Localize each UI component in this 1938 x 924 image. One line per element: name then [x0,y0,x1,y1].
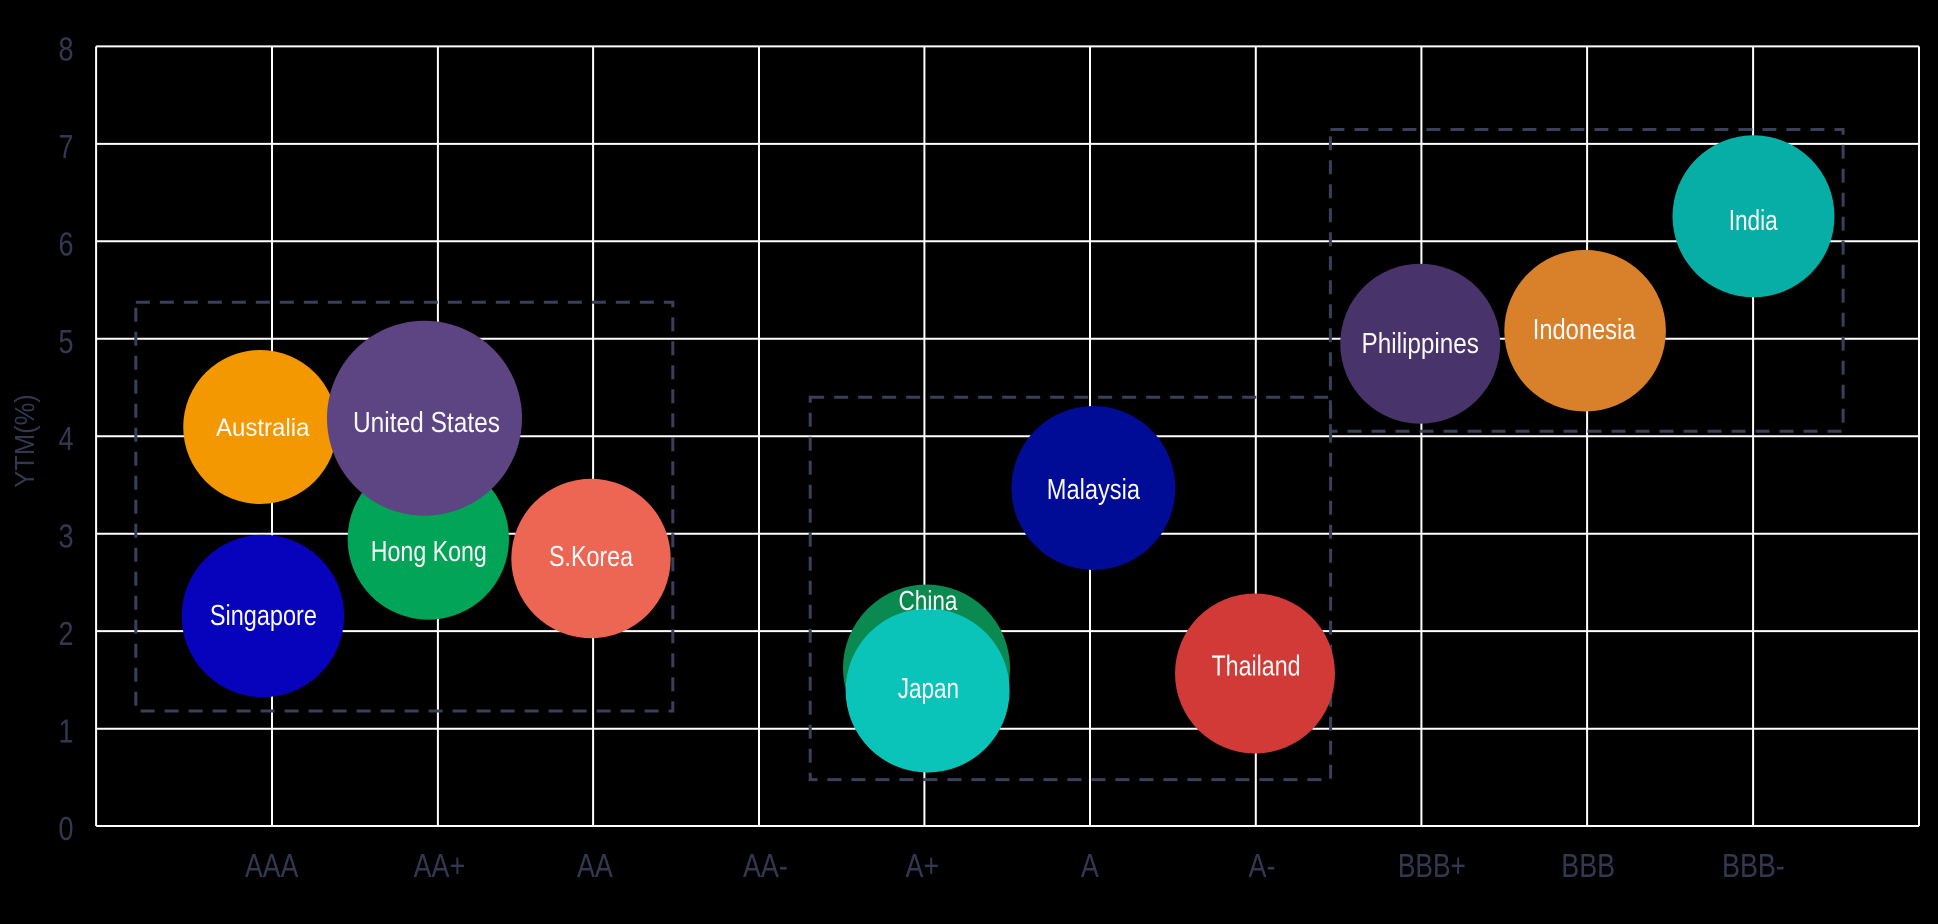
svg-text:0: 0 [59,810,74,847]
svg-text:Thailand: Thailand [1212,650,1301,682]
svg-text:AA-: AA- [743,847,788,884]
svg-text:AA: AA [577,847,613,884]
svg-text:2: 2 [59,615,74,652]
svg-text:AAA: AAA [245,847,298,884]
svg-text:India: India [1729,205,1779,237]
svg-text:BBB-: BBB- [1722,847,1785,884]
svg-text:Australia: Australia [216,414,310,442]
svg-text:United States: United States [353,407,500,439]
svg-text:6: 6 [59,225,74,262]
svg-text:Singapore: Singapore [210,600,317,632]
svg-text:A+: A+ [906,847,940,884]
svg-text:5: 5 [59,323,74,360]
svg-text:1: 1 [59,713,74,750]
svg-text:3: 3 [59,518,74,555]
svg-text:YTM(%): YTM(%) [9,394,40,488]
svg-text:A: A [1081,847,1099,884]
svg-text:China: China [899,585,958,616]
svg-text:Indonesia: Indonesia [1533,314,1636,346]
svg-text:AA+: AA+ [414,847,466,884]
svg-text:Japan: Japan [898,673,959,705]
svg-text:Malaysia: Malaysia [1047,474,1141,506]
svg-text:S.Korea: S.Korea [549,541,634,573]
svg-text:A-: A- [1249,847,1276,884]
svg-text:BBB+: BBB+ [1398,847,1466,884]
svg-text:7: 7 [59,128,74,165]
svg-text:Philippines: Philippines [1362,328,1479,360]
svg-text:8: 8 [59,30,74,67]
svg-text:4: 4 [59,420,74,457]
svg-text:Hong Kong: Hong Kong [371,536,487,568]
svg-text:BBB: BBB [1561,847,1615,884]
